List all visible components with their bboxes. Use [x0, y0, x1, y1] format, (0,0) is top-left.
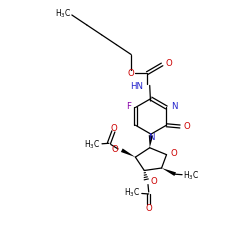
Text: O: O — [145, 204, 152, 213]
Text: H$_3$C: H$_3$C — [124, 186, 140, 199]
Text: O: O — [165, 59, 172, 68]
Text: O: O — [111, 124, 118, 133]
Text: O: O — [151, 177, 158, 186]
Text: H$_3$C: H$_3$C — [55, 8, 71, 20]
Text: H$_3$C: H$_3$C — [84, 138, 100, 151]
Text: O: O — [171, 149, 177, 158]
Polygon shape — [121, 148, 136, 157]
Text: O: O — [111, 145, 118, 154]
Polygon shape — [162, 168, 176, 176]
Text: HN: HN — [130, 82, 143, 91]
Text: N: N — [148, 133, 154, 142]
Text: O: O — [128, 68, 134, 78]
Text: N: N — [171, 102, 177, 111]
Polygon shape — [149, 135, 153, 148]
Text: O: O — [183, 122, 190, 131]
Text: F: F — [126, 102, 131, 111]
Text: H$_3$C: H$_3$C — [183, 169, 200, 182]
